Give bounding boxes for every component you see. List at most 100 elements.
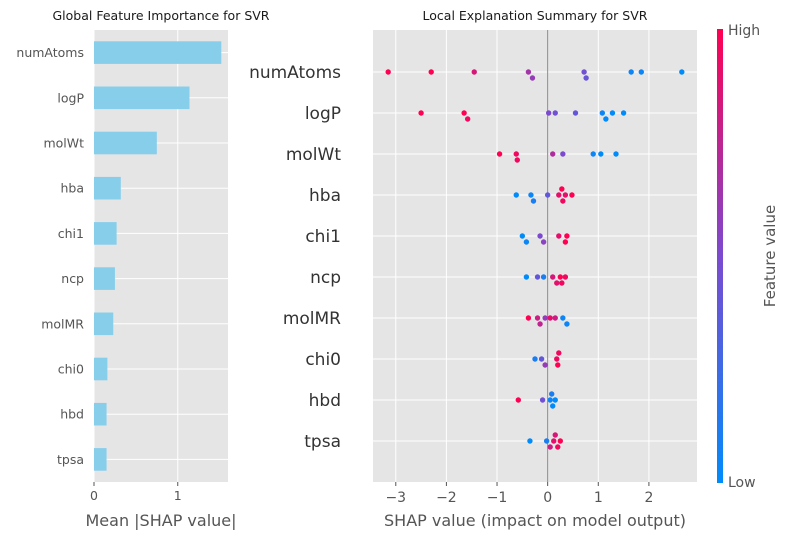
shap-point <box>464 116 471 122</box>
shap-point <box>385 69 391 75</box>
right-x-axis-label: SHAP value (impact on model output) <box>384 511 686 530</box>
right-plot-area <box>373 30 697 482</box>
shap-point <box>560 315 566 321</box>
shap-point <box>547 315 553 321</box>
shap-point <box>514 157 520 163</box>
shap-point <box>559 186 565 192</box>
shap-point <box>560 198 566 204</box>
importance-bar <box>94 448 107 471</box>
shap-point <box>638 69 645 75</box>
importance-bar <box>94 222 117 245</box>
shap-point <box>539 397 546 403</box>
shap-point <box>547 397 553 403</box>
left-category-label: hbd <box>60 407 84 422</box>
shap-point <box>525 69 532 75</box>
left-category-label: logP <box>57 90 84 105</box>
right-feature-label: ncp <box>310 268 341 288</box>
right-x-tick-label: 0 <box>543 490 552 506</box>
importance-bar <box>94 86 190 110</box>
left-category-label: chi0 <box>58 362 84 377</box>
shap-point <box>590 151 596 157</box>
importance-bar <box>94 402 107 426</box>
shap-point <box>550 403 556 409</box>
shap-point <box>530 198 537 204</box>
shap-point <box>529 75 536 81</box>
left-chart-title: Global Feature Importance for SVR <box>53 8 270 23</box>
shap-point <box>550 151 556 157</box>
shap-point <box>613 151 619 157</box>
left-bars <box>94 41 222 471</box>
shap-point <box>598 151 604 157</box>
shap-point <box>564 233 570 239</box>
importance-bar <box>94 176 121 200</box>
shap-point <box>609 110 616 116</box>
shap-point <box>555 362 561 368</box>
right-feature-label: hba <box>309 186 341 206</box>
shap-point <box>562 239 569 245</box>
left-category-label: ncp <box>61 271 84 286</box>
right-x-tick-label: −2 <box>436 490 457 506</box>
shap-point <box>537 321 543 327</box>
shap-point <box>562 274 569 280</box>
right-feature-label: chi1 <box>305 227 341 247</box>
shap-point <box>515 397 521 403</box>
right-x-ticks: −3 −2 −1 0 1 2 <box>385 482 653 506</box>
shap-point <box>534 315 541 321</box>
shap-point <box>537 233 543 239</box>
local-summary-chart: Local Explanation Summary for SVR numAto… <box>249 8 697 530</box>
shap-point <box>543 438 550 444</box>
right-feature-label: chi0 <box>305 350 341 370</box>
shap-point <box>538 356 545 362</box>
shap-point <box>547 444 553 450</box>
right-feature-label: molWt <box>286 145 341 165</box>
right-feature-labels: numAtoms logP molWt hba chi1 ncp molMR chi0 hbd t… <box>249 63 341 452</box>
shap-point <box>583 75 589 81</box>
shap-point <box>540 274 547 280</box>
importance-bar <box>94 267 115 290</box>
shap-point <box>620 110 627 116</box>
shap-point <box>556 233 562 239</box>
right-chart-title: Local Explanation Summary for SVR <box>423 8 648 23</box>
right-x-tick-label: 2 <box>644 490 653 506</box>
colorbar-low-label: Low <box>728 475 756 491</box>
shap-point <box>549 391 555 397</box>
shap-point <box>513 151 519 157</box>
shap-point <box>496 151 503 157</box>
shap-point <box>523 274 530 280</box>
right-x-tick-label: −3 <box>385 490 406 506</box>
shap-point <box>534 274 541 280</box>
importance-bar <box>94 312 114 336</box>
right-feature-label: hbd <box>309 391 341 411</box>
shap-point <box>471 69 477 75</box>
colorbar: High Low Feature value <box>717 23 779 491</box>
left-x-tick-label: 1 <box>174 488 182 503</box>
shap-point <box>550 274 556 280</box>
left-category-label: molWt <box>43 136 84 151</box>
importance-bar <box>94 41 222 64</box>
colorbar-gradient <box>717 29 723 483</box>
shap-point <box>525 315 532 321</box>
shap-point <box>628 69 634 75</box>
right-x-tick-label: 1 <box>594 490 603 506</box>
shap-point <box>545 110 552 116</box>
shap-point <box>572 110 579 116</box>
shap-point <box>540 239 547 245</box>
global-importance-chart: Global Feature Importance for SVR numAto… <box>16 8 269 530</box>
shap-point <box>555 444 561 450</box>
left-x-axis-label: Mean |SHAP value| <box>85 511 236 530</box>
shap-point <box>552 315 558 321</box>
colorbar-high-label: High <box>728 23 760 39</box>
left-category-label: tpsa <box>57 452 84 467</box>
right-feature-label: tpsa <box>304 432 341 452</box>
shap-point <box>552 110 558 116</box>
shap-point <box>557 438 564 444</box>
right-x-tick-label: −1 <box>487 490 508 506</box>
left-category-label: chi1 <box>58 226 84 241</box>
shap-point <box>542 315 548 321</box>
shap-point <box>562 192 569 198</box>
right-feature-label: molMR <box>283 309 341 329</box>
shap-point <box>519 233 526 239</box>
shap-point <box>679 69 685 75</box>
shap-point <box>551 438 557 444</box>
